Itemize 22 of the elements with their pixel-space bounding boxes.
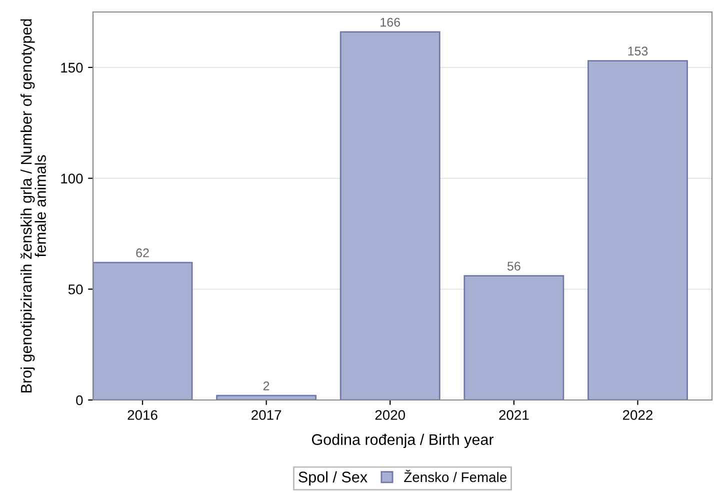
x-tick-label: 2021 <box>499 410 529 420</box>
y-tick-label: 100 <box>61 174 83 184</box>
x-tick-label: 2022 <box>622 410 652 420</box>
y-axis-title: Broj genotipiziranih ženskih grla / Number of genotyped female animals <box>20 19 46 392</box>
bar <box>588 60 688 400</box>
data-label: 56 <box>507 262 520 271</box>
bar <box>340 31 440 400</box>
legend-title: Spol / Sex <box>298 471 368 486</box>
x-tick-label: 2016 <box>128 410 158 420</box>
x-tick-label: 2020 <box>375 410 406 420</box>
x-tick-label: 2017 <box>252 410 282 420</box>
bar <box>464 275 564 400</box>
bar <box>93 262 193 400</box>
data-label: 166 <box>380 18 400 27</box>
x-axis-title: Godina rođenja / Birth year <box>312 434 494 448</box>
data-label: 2 <box>263 381 270 390</box>
y-tick-label: 50 <box>68 284 83 294</box>
data-label: 153 <box>628 46 648 56</box>
y-tick-label: 150 <box>61 62 83 73</box>
data-label: 62 <box>136 248 149 258</box>
y-tick-label: 0 <box>76 395 83 406</box>
legend-label: Žensko / Female <box>404 470 506 482</box>
